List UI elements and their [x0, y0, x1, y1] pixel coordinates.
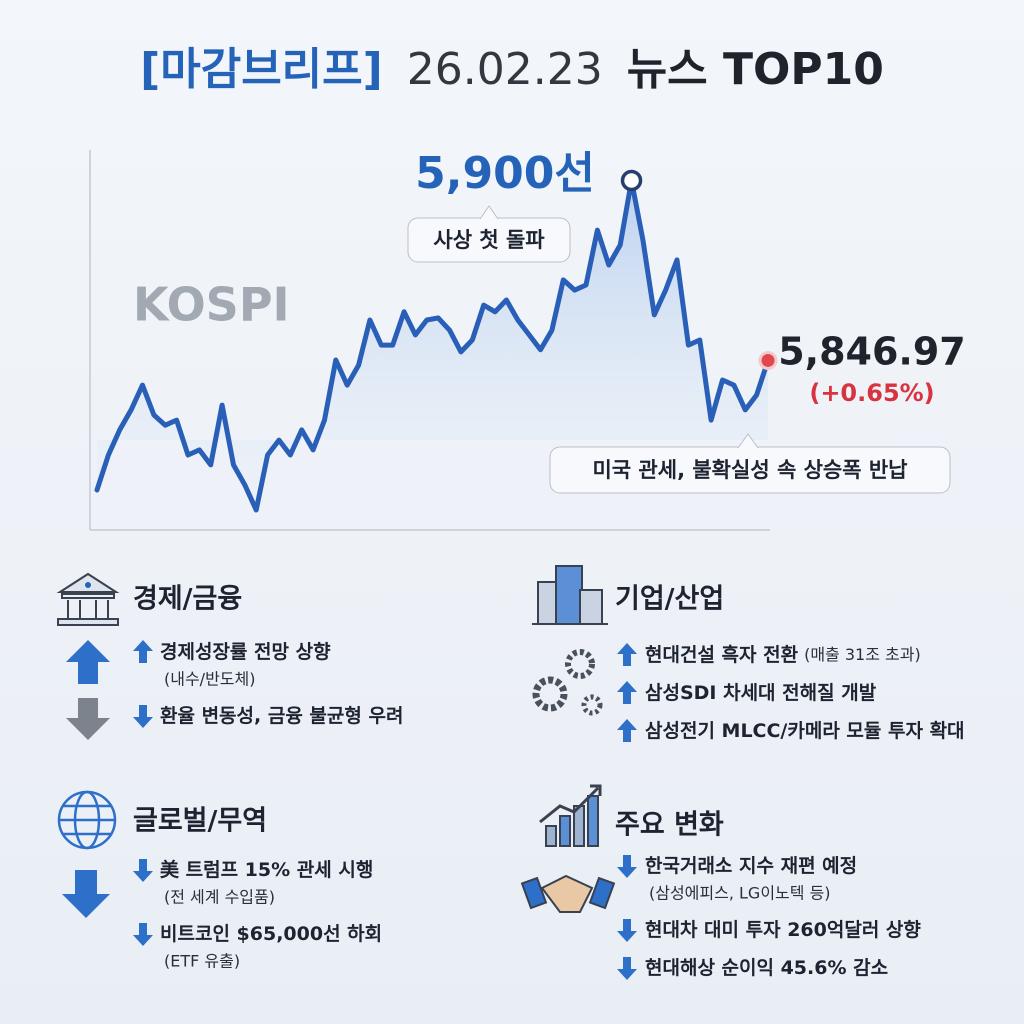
callout-pointer — [479, 205, 499, 220]
page-title: [마감브리프] 26.02.23 뉴스 TOP10 — [140, 44, 884, 95]
news-item: 삼성전기 MLCC/카메라 모듈 투자 확대 — [645, 719, 965, 742]
gear-icon — [532, 649, 603, 716]
news-item: 삼성SDI 차세대 전해질 개발 — [645, 682, 877, 704]
arrow-up — [133, 640, 153, 663]
callout-text: 사상 첫 돌파 — [433, 228, 545, 252]
item-text: 경제성장률 전망 상향 — [160, 641, 331, 663]
big-arrow-down — [62, 870, 110, 918]
item-text: 현대해상 순이익 45.6% 감소 — [645, 957, 888, 979]
change-label: (+0.65%) — [809, 379, 934, 407]
bank-icon — [56, 572, 120, 626]
title-tag: [마감브리프] — [140, 44, 383, 95]
item-text: 한국거래소 지수 재편 예정 — [645, 855, 857, 877]
item-note: (ETF 유출) — [164, 952, 240, 971]
item-note: (삼성에피스, LG이노텍 등) — [649, 884, 831, 903]
news-item: 현대건설 흑자 전환 (매출 31조 초과) — [645, 643, 921, 666]
big-arrow-up — [66, 640, 110, 684]
arrow-down — [617, 919, 637, 942]
news-item: 현대차 대미 투자 260억달러 상향 — [645, 919, 921, 941]
globe-icon — [57, 790, 117, 850]
item-text: 비트코인 $65,000선 하회 — [160, 923, 382, 945]
section-title: 경제/금융 — [133, 584, 242, 615]
arrow-down — [133, 705, 153, 728]
item-text: 현대차 대미 투자 260억달러 상향 — [645, 919, 921, 941]
building-icon — [532, 565, 608, 625]
arrow-up — [617, 681, 637, 704]
item-detail: (매출 31조 초과) — [804, 645, 921, 664]
arrow-down — [617, 855, 637, 878]
big-arrow-down — [66, 698, 110, 740]
title-date: 26.02.23 — [407, 44, 603, 95]
arrow-up — [617, 643, 637, 666]
news-item: 美 트럼프 15% 관세 시행 — [160, 858, 373, 881]
news-item: 비트코인 $65,000선 하회 — [160, 923, 382, 945]
peak-marker — [620, 169, 643, 192]
news-item: 환율 변동성, 금융 불균형 우려 — [160, 705, 403, 727]
item-note: (전 세계 수입품) — [164, 888, 275, 907]
item-text: 삼성SDI 차세대 전해질 개발 — [645, 682, 877, 704]
callout-pointer — [737, 433, 759, 449]
news-item: 현대해상 순이익 45.6% 감소 — [645, 957, 888, 979]
last-value-label: 5,846.97 — [778, 330, 966, 374]
title-main: 뉴스 TOP10 — [627, 44, 884, 95]
handshake-icon — [520, 874, 616, 913]
section-title: 주요 변화 — [615, 810, 724, 841]
item-note: (내수/반도체) — [164, 670, 255, 689]
series-label: KOSPI — [133, 278, 290, 332]
callout-text: 미국 관세, 불확실성 속 상승폭 반납 — [592, 458, 907, 482]
arrow-down — [617, 957, 637, 980]
news-item: 한국거래소 지수 재편 예정 — [645, 855, 857, 877]
item-text: 현대건설 흑자 전환 — [645, 643, 799, 666]
item-text: 환율 변동성, 금융 불균형 우려 — [160, 705, 403, 727]
area-fill — [97, 180, 768, 510]
line — [94, 178, 771, 513]
arrow-down — [133, 923, 153, 946]
trend-icon — [539, 784, 602, 847]
section-title: 글로벌/무역 — [133, 806, 267, 837]
peak-label: 5,900선 — [415, 148, 595, 199]
item-text: 美 트럼프 15% 관세 시행 — [160, 858, 373, 881]
last-marker — [758, 350, 778, 370]
news-item: 경제성장률 전망 상향 — [160, 641, 331, 663]
plot — [94, 169, 778, 513]
arrow-up — [617, 719, 637, 742]
item-text: 삼성전기 MLCC/카메라 모듈 투자 확대 — [645, 719, 965, 742]
arrow-down — [133, 859, 153, 882]
section-title: 기업/산업 — [615, 584, 724, 615]
